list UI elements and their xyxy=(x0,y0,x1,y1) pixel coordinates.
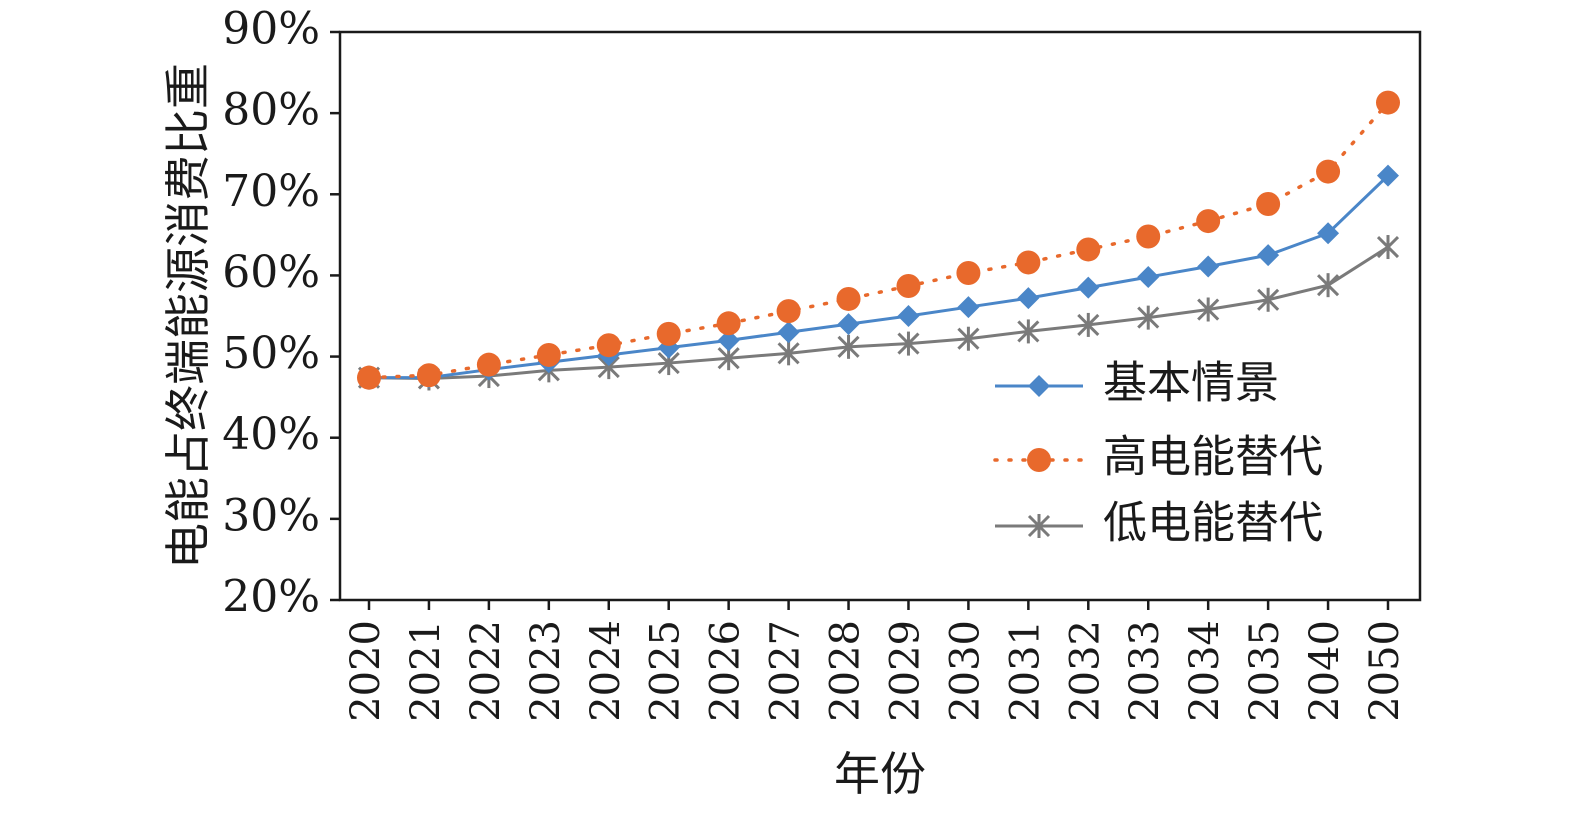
data-point-asterisk xyxy=(1017,319,1040,344)
data-point-circle xyxy=(536,342,561,367)
data-point-diamond xyxy=(1377,164,1399,187)
data-point-circle xyxy=(1256,192,1281,217)
y-tick-label: 50% xyxy=(222,328,320,379)
data-point-circle xyxy=(357,365,381,390)
data-point-asterisk xyxy=(837,334,860,359)
x-tick-label: 2032 xyxy=(1062,620,1108,722)
data-point-diamond xyxy=(777,321,800,344)
data-point-diamond xyxy=(957,296,980,319)
data-point-circle xyxy=(1316,159,1341,184)
data-point-diamond xyxy=(1028,375,1050,397)
data-point-circle xyxy=(956,260,981,285)
x-tick-label: 2025 xyxy=(643,620,689,722)
x-tick-label: 2035 xyxy=(1242,620,1288,722)
data-point-diamond xyxy=(1077,276,1100,299)
legend-item: 高电能替代 xyxy=(993,432,1323,483)
data-point-circle xyxy=(1376,90,1400,115)
series-line xyxy=(369,174,1390,380)
data-point-asterisk xyxy=(1027,514,1051,538)
x-tick-label: 2050 xyxy=(1362,620,1408,722)
x-tick-label: 2030 xyxy=(942,620,988,722)
x-tick-label: 2020 xyxy=(343,620,389,722)
data-point-circle xyxy=(416,363,441,388)
data-point-circle xyxy=(776,299,801,324)
data-point-circle xyxy=(1196,209,1221,234)
x-tick-label: 2023 xyxy=(523,620,569,722)
y-tick-label: 80% xyxy=(222,85,320,136)
y-axis-ticks: 20% 30% 40% 50% 60% 70% 80% 90% xyxy=(222,4,340,623)
series-1 xyxy=(357,90,1400,390)
x-tick-label: 2040 xyxy=(1302,620,1348,722)
data-point-diamond xyxy=(1197,255,1220,278)
y-tick-label: 20% xyxy=(222,572,320,623)
data-point-asterisk xyxy=(777,341,800,366)
data-point-circle xyxy=(1136,224,1161,249)
series-layer xyxy=(357,90,1400,391)
x-tick-label: 2031 xyxy=(1002,620,1048,722)
x-tick-label: 2021 xyxy=(403,620,449,722)
data-point-asterisk xyxy=(1316,273,1340,298)
legend-label: 高电能替代 xyxy=(1103,432,1323,483)
data-point-circle xyxy=(836,286,861,311)
data-point-circle xyxy=(1027,448,1051,472)
data-point-circle xyxy=(476,352,501,377)
x-tick-label: 2024 xyxy=(583,620,629,722)
x-axis-title: 年份 xyxy=(834,747,926,801)
x-tick-label: 2029 xyxy=(882,620,928,722)
x-axis-ticks: 2020 2021 2022 2023 2024 2025 2026 2027 2028 2029… xyxy=(343,600,1408,722)
y-tick-label: 30% xyxy=(222,490,320,541)
data-point-diamond xyxy=(1317,222,1340,245)
legend-item: 基本情景 xyxy=(995,358,1279,409)
plot-area-frame xyxy=(338,30,1422,602)
series-line xyxy=(367,100,1390,380)
data-point-asterisk xyxy=(1257,287,1280,312)
y-tick-label: 90% xyxy=(222,4,320,55)
data-point-asterisk xyxy=(1137,305,1160,330)
x-tick-label: 2026 xyxy=(703,620,749,722)
data-point-circle xyxy=(1016,250,1041,275)
data-point-diamond xyxy=(1137,266,1160,289)
x-tick-label: 2034 xyxy=(1182,620,1228,722)
data-point-circle xyxy=(716,311,741,336)
y-axis-title: 电能占终端能源消费比重 xyxy=(161,63,215,569)
data-point-circle xyxy=(596,333,621,358)
y-tick-label: 60% xyxy=(222,247,320,298)
data-point-asterisk xyxy=(897,331,920,356)
x-tick-label: 2027 xyxy=(763,620,809,722)
x-tick-label: 2033 xyxy=(1122,620,1168,722)
data-point-asterisk xyxy=(1376,235,1400,260)
x-tick-label: 2022 xyxy=(463,620,509,722)
x-tick-label: 2028 xyxy=(823,620,869,722)
legend-item: 低电能替代 xyxy=(995,498,1323,549)
data-point-diamond xyxy=(1257,244,1280,267)
data-point-circle xyxy=(656,321,681,346)
data-point-asterisk xyxy=(957,326,980,351)
data-point-circle xyxy=(896,273,921,298)
legend-label: 低电能替代 xyxy=(1103,498,1323,549)
data-point-circle xyxy=(1076,237,1101,262)
data-point-asterisk xyxy=(1197,297,1220,322)
y-tick-label: 70% xyxy=(222,166,320,217)
data-point-diamond xyxy=(1017,287,1040,310)
data-point-asterisk xyxy=(1077,312,1100,337)
data-point-diamond xyxy=(837,313,860,336)
legend-label: 基本情景 xyxy=(1103,358,1279,409)
data-point-diamond xyxy=(897,305,920,327)
series-0 xyxy=(358,164,1399,389)
series-line xyxy=(368,245,1389,380)
y-tick-label: 40% xyxy=(222,409,320,460)
data-point-diamond xyxy=(717,329,740,352)
